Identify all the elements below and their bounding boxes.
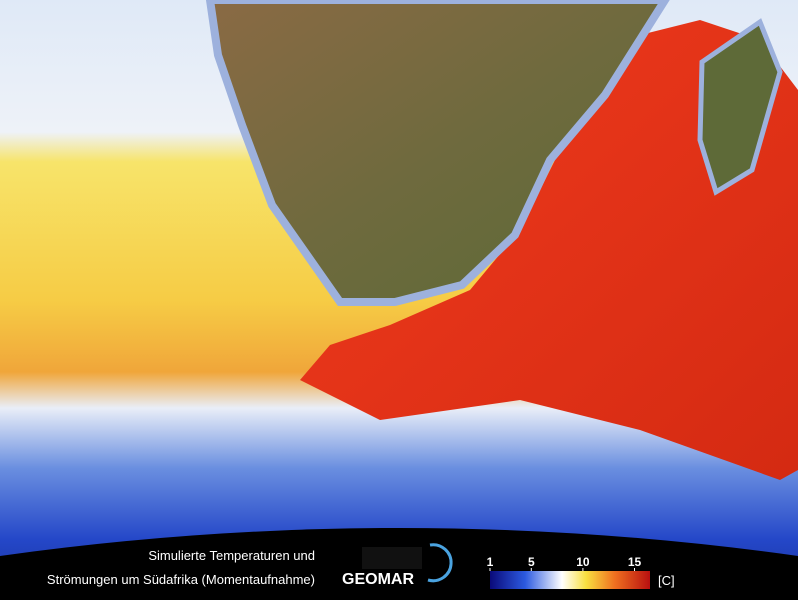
africa [205, 0, 670, 306]
warm-current [300, 20, 798, 480]
colorbar-tick-label: 5 [528, 555, 535, 569]
colorbar-tick-label: 10 [576, 555, 590, 569]
logo-text: GEOMAR [342, 571, 414, 588]
caption-line: Simulierte Temperaturen und [148, 548, 315, 563]
colorbar-tick-label: 1 [487, 555, 494, 569]
madagascar [697, 18, 783, 196]
colorbar-tick-label: 15 [628, 555, 642, 569]
colorbar-unit: [C] [658, 573, 675, 588]
logo-swirl [427, 543, 453, 583]
logo-box [362, 547, 422, 569]
colorbar [490, 571, 650, 589]
caption-line: Strömungen um Südafrika (Momentaufnahme) [47, 572, 315, 587]
